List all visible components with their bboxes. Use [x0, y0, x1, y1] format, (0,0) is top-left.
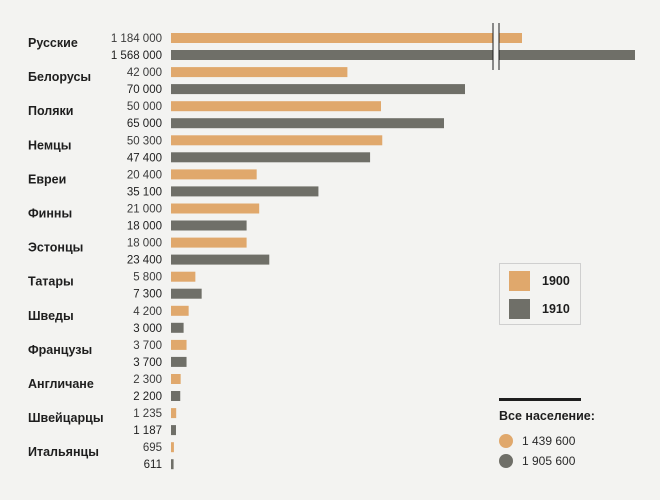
- legend-swatch-1910: [509, 299, 530, 319]
- bar-1910-cat-10: [171, 391, 181, 401]
- bar-1910-cat-3: [171, 152, 371, 163]
- category-label-cat-7: Татары: [28, 275, 74, 289]
- bar-1910-cat-1: [171, 84, 465, 95]
- bar-1910-cat-12: [171, 459, 174, 470]
- bar-1900-cat-1: [171, 67, 348, 78]
- legend-label-1900: 1900: [542, 274, 570, 288]
- bar-1910-cat-0: [171, 50, 635, 60]
- bar-1910-cat-5: [171, 220, 247, 231]
- category-label-cat-12: Итальянцы: [28, 445, 99, 459]
- value-label-1900-cat-12: 695: [143, 442, 162, 454]
- bar-1910-cat-8: [171, 322, 184, 333]
- bar-1900-cat-4: [171, 169, 257, 180]
- value-label-1910-cat-6: 23 400: [127, 255, 162, 267]
- category-label-cat-0: Русские: [28, 36, 78, 50]
- value-label-1900-cat-7: 5 800: [133, 272, 162, 284]
- bar-1910-cat-4: [171, 186, 319, 197]
- value-label-1900-cat-6: 18 000: [127, 238, 162, 250]
- legend-item-1910: 1910: [509, 299, 570, 319]
- bar-1900-cat-8: [171, 305, 189, 316]
- bar-1910-cat-6: [171, 254, 270, 265]
- total-dot-1900: [499, 434, 513, 448]
- category-label-cat-8: Шведы: [28, 309, 74, 323]
- bar-1910-cat-7: [171, 288, 202, 299]
- legend-swatch-1900: [509, 271, 530, 291]
- totals-title: Все население:: [499, 409, 595, 423]
- value-label-1900-cat-10: 2 300: [133, 374, 162, 386]
- bar-1900-cat-0: [171, 33, 522, 43]
- bar-1910-cat-2: [171, 118, 444, 129]
- bar-1900-cat-6: [171, 237, 247, 248]
- total-dot-1910: [499, 454, 513, 468]
- value-label-1910-cat-9: 3 700: [133, 357, 162, 369]
- legend-label-1910: 1910: [542, 302, 570, 316]
- total-row-1910: 1 905 600: [499, 454, 575, 468]
- value-label-1910-cat-1: 70 000: [127, 84, 162, 96]
- value-label-1910-cat-5: 18 000: [127, 221, 162, 233]
- bar-1900-cat-12: [171, 442, 174, 453]
- category-label-cat-9: Французы: [28, 343, 92, 357]
- value-label-1900-cat-3: 50 300: [127, 135, 162, 147]
- value-label-1900-cat-8: 4 200: [133, 306, 162, 318]
- category-label-cat-10: Англичане: [28, 377, 94, 391]
- bar-1900-cat-10: [171, 374, 181, 384]
- bar-1910-cat-9: [171, 356, 187, 367]
- value-label-1900-cat-1: 42 000: [127, 67, 162, 79]
- category-label-cat-1: Белорусы: [28, 70, 91, 84]
- totals-divider: [499, 398, 581, 401]
- value-label-1900-cat-4: 20 400: [127, 169, 162, 181]
- value-label-1910-cat-11: 1 187: [133, 425, 162, 437]
- category-label-cat-4: Евреи: [28, 172, 66, 186]
- category-label-cat-3: Немцы: [28, 138, 71, 152]
- value-label-1900-cat-0: 1 184 000: [111, 33, 162, 45]
- bar-1900-cat-2: [171, 101, 381, 112]
- bar-1910-cat-11: [171, 425, 176, 436]
- legend-item-1900: 1900: [509, 271, 570, 291]
- value-label-1910-cat-8: 3 000: [133, 323, 162, 335]
- total-value-1900: 1 439 600: [522, 434, 576, 448]
- legend: 1900 1910: [499, 263, 581, 325]
- value-label-1910-cat-3: 47 400: [127, 152, 162, 164]
- value-label-1910-cat-7: 7 300: [133, 289, 162, 301]
- value-label-1900-cat-5: 21 000: [127, 204, 162, 216]
- bar-1900-cat-11: [171, 408, 177, 419]
- value-label-1910-cat-10: 2 200: [133, 391, 162, 403]
- bar-1900-cat-9: [171, 339, 187, 350]
- value-label-1900-cat-2: 50 000: [127, 101, 162, 113]
- category-label-cat-6: Эстонцы: [28, 241, 83, 255]
- value-label-1900-cat-9: 3 700: [133, 340, 162, 352]
- bar-1900-cat-3: [171, 135, 383, 146]
- category-label-cat-2: Поляки: [28, 104, 73, 118]
- value-label-1900-cat-11: 1 235: [133, 408, 162, 420]
- bar-1900-cat-7: [171, 271, 196, 282]
- axis-break-gap: [493, 23, 499, 70]
- total-row-1900: 1 439 600: [499, 434, 575, 448]
- category-label-cat-5: Финны: [28, 207, 72, 221]
- value-label-1910-cat-12: 611: [144, 459, 162, 471]
- total-value-1910: 1 905 600: [522, 454, 576, 468]
- bar-1900-cat-5: [171, 203, 260, 214]
- value-label-1910-cat-0: 1 568 000: [111, 50, 162, 62]
- value-label-1910-cat-2: 65 000: [127, 118, 162, 130]
- value-label-1910-cat-4: 35 100: [127, 186, 162, 198]
- category-label-cat-11: Швейцарцы: [28, 411, 104, 425]
